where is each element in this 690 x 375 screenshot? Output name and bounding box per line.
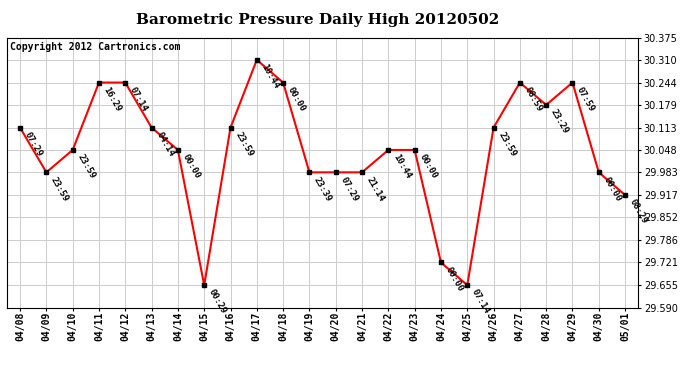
Text: 00:00: 00:00 (602, 175, 623, 203)
Text: 00:00: 00:00 (417, 153, 439, 180)
Text: 07:29: 07:29 (339, 175, 359, 203)
Text: 00:00: 00:00 (181, 153, 202, 180)
Text: 16:29: 16:29 (101, 86, 123, 113)
Text: 23:29: 23:29 (549, 108, 570, 135)
Text: 00:00: 00:00 (444, 265, 465, 293)
Text: 08:29: 08:29 (628, 198, 649, 226)
Text: 00:00: 00:00 (286, 86, 307, 113)
Text: Copyright 2012 Cartronics.com: Copyright 2012 Cartronics.com (10, 42, 180, 52)
Text: 10:44: 10:44 (391, 153, 413, 180)
Text: 07:29: 07:29 (23, 130, 44, 158)
Text: 07:14: 07:14 (470, 288, 491, 316)
Text: 10:44: 10:44 (259, 63, 281, 90)
Text: 00:29: 00:29 (207, 288, 228, 316)
Text: 21:14: 21:14 (365, 175, 386, 203)
Text: 07:59: 07:59 (575, 86, 596, 113)
Text: 23:59: 23:59 (75, 153, 97, 180)
Text: Barometric Pressure Daily High 20120502: Barometric Pressure Daily High 20120502 (136, 13, 499, 27)
Text: 07:14: 07:14 (128, 86, 149, 113)
Text: 04:14: 04:14 (155, 130, 175, 158)
Text: 23:59: 23:59 (233, 130, 255, 158)
Text: 23:39: 23:39 (312, 175, 333, 203)
Text: 23:59: 23:59 (496, 130, 518, 158)
Text: 08:59: 08:59 (522, 86, 544, 113)
Text: 23:59: 23:59 (49, 175, 70, 203)
